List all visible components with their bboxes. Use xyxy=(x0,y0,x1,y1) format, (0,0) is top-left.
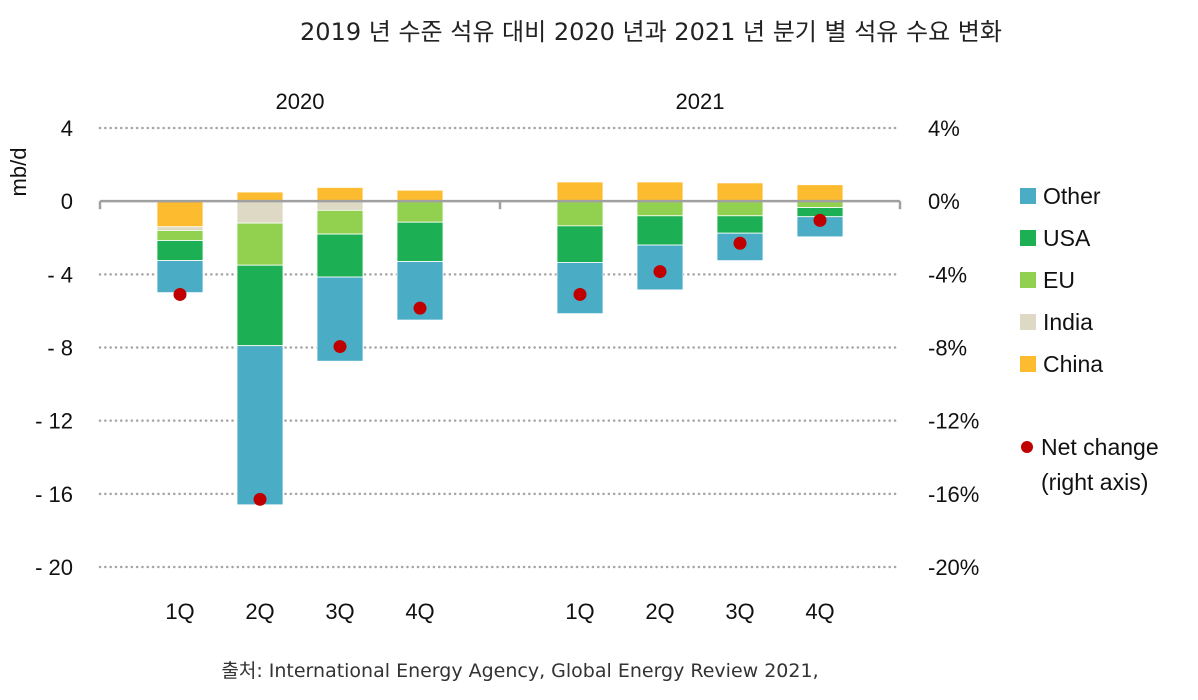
bar-segment-china xyxy=(236,191,284,202)
bar-segment-china xyxy=(156,200,204,228)
legend-item-eu: EU xyxy=(1020,267,1075,293)
legend-swatch xyxy=(1020,314,1036,330)
y2-tick-label: -12% xyxy=(928,409,979,434)
x-tick-label: 2Q xyxy=(645,599,674,624)
y2-tick-label: -20% xyxy=(928,555,979,580)
bar-segment-eu xyxy=(236,222,284,266)
net-change-point xyxy=(813,213,827,227)
y-tick-label: - 20 xyxy=(35,555,73,580)
y-tick-label: - 8 xyxy=(47,336,73,361)
y2-tick-label: -4% xyxy=(928,262,967,287)
net-change-point xyxy=(173,287,187,301)
legend-item-other: Other xyxy=(1020,183,1101,209)
bar-segment-eu xyxy=(396,200,444,223)
y2-tick-label: 0% xyxy=(928,189,960,214)
net-change-point xyxy=(253,492,267,506)
y2-tick-label: -16% xyxy=(928,482,979,507)
x-tick-label: 4Q xyxy=(405,599,434,624)
bar-segment-india xyxy=(236,200,284,224)
legend-label: Net change xyxy=(1041,434,1159,460)
y-tick-label: 4 xyxy=(61,116,73,141)
zero-axis xyxy=(98,199,902,210)
bar-segment-other xyxy=(236,345,284,506)
y-tick-label: 0 xyxy=(61,189,73,214)
bar-segment-usa xyxy=(236,264,284,347)
legend-swatch xyxy=(1020,356,1036,372)
y2-tick-label: 4% xyxy=(928,116,960,141)
legend-swatch xyxy=(1020,272,1036,288)
net-change-point xyxy=(733,236,747,250)
bar-segment-china xyxy=(316,187,364,202)
bar-segment-usa xyxy=(156,240,204,262)
bar-segment-usa xyxy=(396,221,444,262)
legend-label: USA xyxy=(1043,225,1091,251)
x-tick-label: 1Q xyxy=(165,599,194,624)
bar-segment-eu xyxy=(316,209,364,235)
bar-segment-usa xyxy=(716,215,764,234)
y-tick-label: - 4 xyxy=(47,262,73,287)
legend-label: India xyxy=(1043,309,1093,335)
net-change-points xyxy=(173,213,827,506)
bar-segment-china xyxy=(556,181,604,202)
legend-label: China xyxy=(1043,351,1103,377)
group-label: 2021 xyxy=(676,89,725,114)
bar-segment-other xyxy=(156,260,204,294)
legend-swatch xyxy=(1020,230,1036,246)
chart-title: 2019 년 수준 석유 대비 2020 년과 2021 년 분기 별 석유 수… xyxy=(300,18,1002,46)
bar-segment-india xyxy=(156,226,204,231)
bar-segment-usa xyxy=(556,225,604,263)
bar-segment-china xyxy=(636,181,684,202)
legend-label-sub: (right axis) xyxy=(1041,469,1148,495)
legend-item-china: China xyxy=(1020,351,1103,377)
bar-segment-eu xyxy=(156,230,204,241)
legend-label: Other xyxy=(1043,183,1101,209)
bar-segment-china xyxy=(796,184,844,202)
bar-segment-china xyxy=(396,189,444,202)
bar-segment-eu xyxy=(636,200,684,217)
x-tick-label: 2Q xyxy=(245,599,274,624)
group-labels: 2020 2021 xyxy=(276,89,725,114)
bar-segment-eu xyxy=(556,200,604,227)
net-change-point xyxy=(413,301,427,315)
bar-segment-other xyxy=(556,262,604,315)
net-change-point xyxy=(573,287,587,301)
y2-tick-label: -8% xyxy=(928,336,967,361)
gridlines xyxy=(98,126,902,569)
x-tick-label: 3Q xyxy=(725,599,754,624)
legend-item-india: India xyxy=(1020,309,1093,335)
bar-segment-usa xyxy=(636,215,684,246)
net-change-point xyxy=(333,340,347,354)
legend-label: EU xyxy=(1043,267,1075,293)
legend-marker xyxy=(1021,441,1033,453)
legend-item-net-change: Net change (right axis) xyxy=(1021,434,1159,495)
group-label: 2020 xyxy=(276,89,325,114)
legend-item-usa: USA xyxy=(1020,225,1091,251)
bar-segment-china xyxy=(716,182,764,202)
x-tick-label: 3Q xyxy=(325,599,354,624)
bar-segment-india xyxy=(316,200,364,211)
x-axis-ticks: 1Q 2Q 3Q 4Q 1Q 2Q 3Q 4Q xyxy=(165,599,834,624)
x-tick-label: 1Q xyxy=(565,599,594,624)
bar-segment-eu xyxy=(716,200,764,217)
net-change-point xyxy=(653,265,667,279)
y-axis-label: mb/d xyxy=(6,148,31,197)
y-tick-label: - 16 xyxy=(35,482,73,507)
bars xyxy=(156,181,844,506)
x-tick-label: 4Q xyxy=(805,599,834,624)
legend: Other USA EU India China Net change (right axi… xyxy=(1020,183,1159,495)
bar-segment-usa xyxy=(316,233,364,278)
y-axis-ticks: 4 0 - 4 - 8 - 12 - 16 - 20 xyxy=(35,116,73,580)
y2-axis-ticks: 4% 0% -4% -8% -12% -16% -20% xyxy=(928,116,979,580)
source-note: 출처: International Energy Agency, Global … xyxy=(221,660,818,682)
y-tick-label: - 12 xyxy=(35,409,73,434)
legend-swatch xyxy=(1020,188,1036,204)
